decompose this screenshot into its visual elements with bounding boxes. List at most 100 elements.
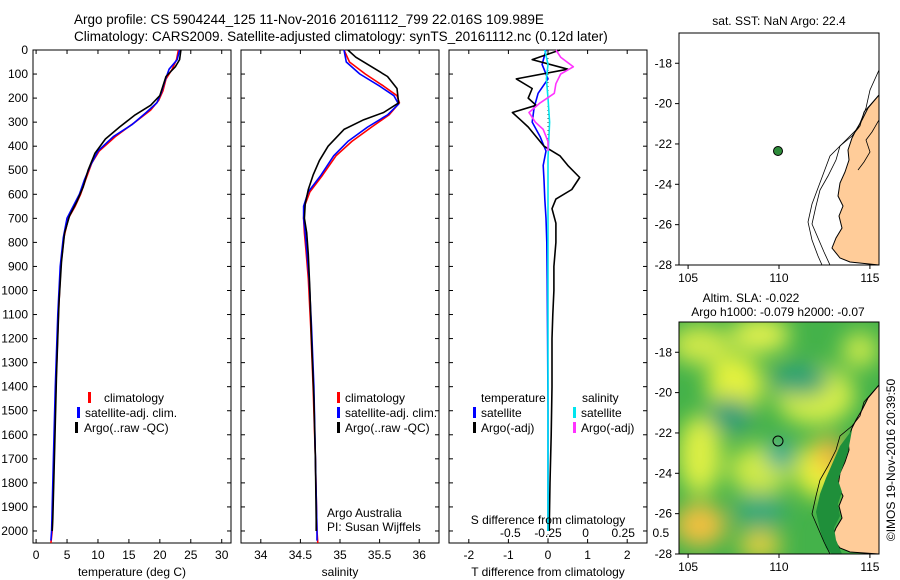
temperature-chart: 0 5 10 15 20 25 30 temperature (deg C) xyxy=(33,49,231,579)
depth-tick-label: 100 xyxy=(8,67,28,81)
x-tick-label: 10 xyxy=(91,548,105,562)
x-tick-label: -1 xyxy=(503,548,514,562)
x-tick-label: 34.5 xyxy=(289,548,313,562)
map-y-tick-label: -18 xyxy=(655,345,673,359)
depth-axis-labels: 0 100 200 300 400 500 600 700 800 900 1000 1100 1200… xyxy=(1,43,28,538)
depth-tick-label: 1700 xyxy=(1,452,28,466)
x-tick-label: 36 xyxy=(413,548,427,562)
x-axis-label: temperature (deg C) xyxy=(78,565,186,579)
legend-swatch-temp-argo xyxy=(473,422,476,433)
depth-tick-label: 700 xyxy=(8,211,28,225)
bathymetry-contour-2 xyxy=(807,69,879,265)
series-salinity-satellite xyxy=(544,49,551,531)
legend-swatch-climatology xyxy=(337,392,340,403)
sst-map: sat. SST: NaN Argo: 22.4 105 110 115 -18 -20… xyxy=(655,14,880,285)
map-y-tick-label: -24 xyxy=(655,466,673,480)
series-argo-raw-qc- xyxy=(303,49,400,531)
x-tick-label: 0 xyxy=(545,548,552,562)
depth-tick-label: 1600 xyxy=(1,428,28,442)
legend-label-temp-satellite: satellite xyxy=(481,406,522,420)
depth-tick-label: 1200 xyxy=(1,332,28,346)
x-top-tick-label: 0.5 xyxy=(653,526,670,540)
x-top-tick-label: -0.25 xyxy=(534,526,562,540)
map-x-tick-label: 115 xyxy=(860,560,879,574)
map-y-tick-label: -28 xyxy=(655,258,673,272)
depth-tick-label: 1500 xyxy=(1,404,28,418)
legend-label-argo: Argo(..raw -QC) xyxy=(84,421,169,435)
legend-label-satellite: satellite-adj. clim. xyxy=(345,406,437,420)
x-tick-label: 35 xyxy=(333,548,347,562)
legend-swatch-argo xyxy=(337,422,340,433)
depth-tick-label: 2000 xyxy=(1,524,28,538)
depth-tick-label: 900 xyxy=(8,259,28,273)
x-axis-label: T difference from climatology xyxy=(471,565,625,579)
legend-label-climatology: climatology xyxy=(104,391,164,405)
x-tick-label: 5 xyxy=(64,548,71,562)
legend-title-salinity: salinity xyxy=(582,391,619,405)
map-x-tick-label: 105 xyxy=(678,560,698,574)
depth-tick-label: 200 xyxy=(8,91,28,105)
sst-map-axes: 105 110 115 -18 -20 -22 -24 -26 -28 xyxy=(655,56,880,285)
x-tick-label: 20 xyxy=(153,548,167,562)
x-tick-label: 2 xyxy=(624,548,631,562)
difference-top-xlabel: S difference from climatology xyxy=(471,513,626,527)
x-tick-label: 35.5 xyxy=(368,548,392,562)
legend-swatch-sal-satellite xyxy=(573,407,576,418)
temperature-panel xyxy=(32,49,232,544)
credit-text: ©IMOS 19-Nov-2016 20:39:50 xyxy=(884,379,898,542)
legend-label-argo: Argo(..raw -QC) xyxy=(345,421,430,435)
map-y-tick-label: -24 xyxy=(655,177,673,191)
legend-swatch-sal-argo xyxy=(573,422,576,433)
series-climatology xyxy=(50,49,180,544)
legend-swatch-satellite xyxy=(337,407,340,418)
depth-tick-label: 1100 xyxy=(2,308,28,322)
temperature-legend: climatology satellite-adj. clim. Argo(..… xyxy=(75,391,177,435)
map-y-tick-label: -26 xyxy=(655,507,673,521)
series-temperature-argo-adj- xyxy=(511,49,581,532)
depth-tick-label: 1800 xyxy=(1,476,28,490)
map-y-tick-label: -22 xyxy=(655,137,673,151)
legend-label-climatology: climatology xyxy=(345,391,405,405)
depth-tick-label: 400 xyxy=(8,139,28,153)
legend-label-satellite: satellite-adj. clim. xyxy=(85,406,177,420)
header-line-2: Climatology: CARS2009. Satellite-adjuste… xyxy=(74,29,608,44)
map-x-tick-label: 105 xyxy=(678,271,698,285)
series-argo-raw-qc- xyxy=(51,49,182,532)
legend-label-sal-satellite: satellite xyxy=(581,406,622,420)
annotation-line2: PI: Susan Wijffels xyxy=(327,520,421,534)
depth-tick-label: 0 xyxy=(21,43,28,57)
x-tick-label: 34 xyxy=(254,548,268,562)
legend-swatch-temp-satellite xyxy=(473,407,476,418)
series-satellite-adj-clim- xyxy=(302,49,400,541)
depth-tick-label: 300 xyxy=(8,115,28,129)
depth-tick-label: 1300 xyxy=(1,356,28,370)
x-tick-label: -2 xyxy=(463,548,474,562)
x-top-tick-label: 0 xyxy=(582,526,589,540)
series-climatology xyxy=(302,49,401,544)
bathymetry-contour-bottom xyxy=(811,384,879,554)
x-tick-label: 0 xyxy=(33,548,40,562)
map-x-tick-label: 110 xyxy=(769,560,788,574)
depth-tick-label: 800 xyxy=(8,235,28,249)
header-line-1: Argo profile: CS 5904244_125 11-Nov-2016… xyxy=(74,12,544,27)
depth-tick-label: 1400 xyxy=(1,380,28,394)
sst-map-title: sat. SST: NaN Argo: 22.4 xyxy=(712,14,846,28)
legend-swatch-climatology xyxy=(88,392,91,403)
x-top-tick-label: 0.25 xyxy=(612,526,636,540)
depth-tick-label: 1900 xyxy=(1,500,28,514)
sla-map: Altim. SLA: -0.022 Argo h1000: -0.079 h2… xyxy=(655,291,880,574)
legend-swatch-argo xyxy=(75,422,78,433)
map-y-tick-label: -22 xyxy=(655,426,673,440)
x-tick-label: 30 xyxy=(215,548,229,562)
difference-chart: -2 -1 0 1 2 T difference from climatology -0.5… xyxy=(449,49,670,579)
series-salinity-argo-adj- xyxy=(528,49,575,151)
annotation-line1: Argo Australia xyxy=(327,506,402,520)
bathymetry-contour-3 xyxy=(857,119,879,171)
difference-legend: temperature salinity satellite Argo(-adj… xyxy=(473,391,634,435)
depth-tick-label: 600 xyxy=(8,187,28,201)
series-satellite-adj-clim- xyxy=(50,49,181,541)
salinity-panel xyxy=(240,49,440,544)
legend-label-sal-argo: Argo(-adj) xyxy=(581,421,634,435)
map-y-tick-label: -20 xyxy=(655,97,673,111)
